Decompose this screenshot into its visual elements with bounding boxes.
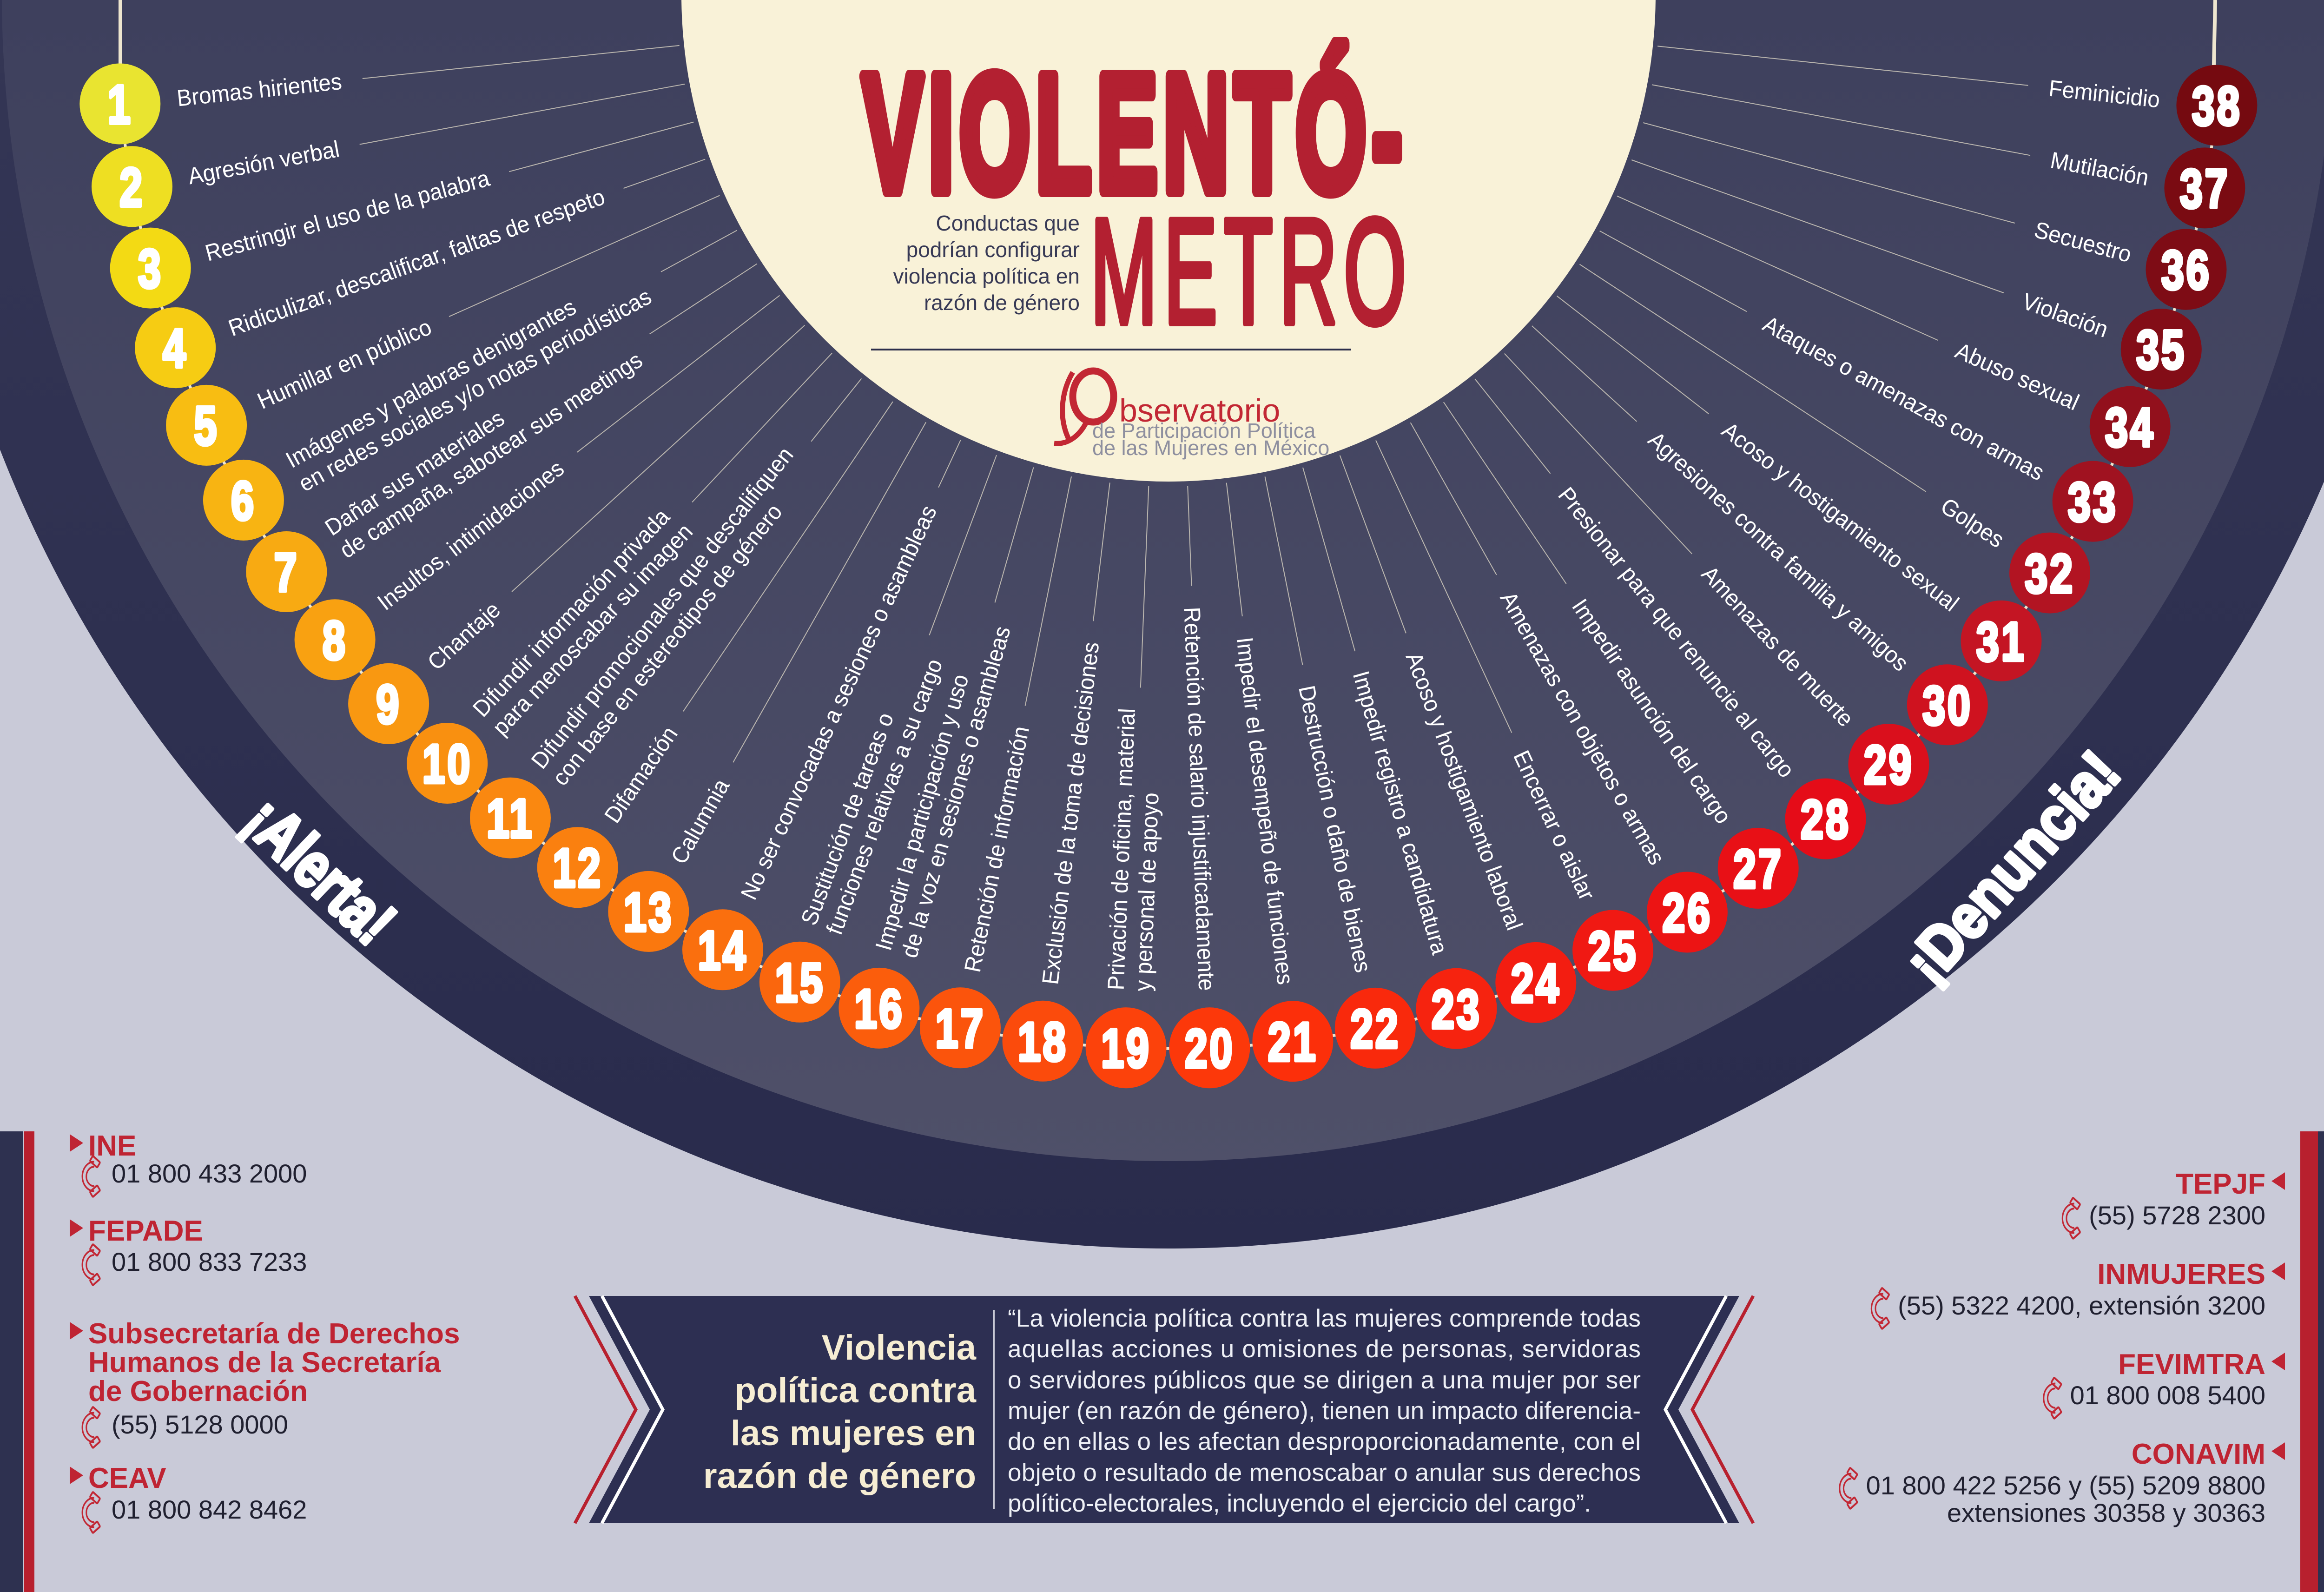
svg-text:o servidores públicos que se d: o servidores públicos que se dirigen a u… [1008,1367,1641,1394]
svg-text:27: 27 [1733,839,1783,900]
svg-text:10: 10 [422,734,472,795]
svg-text:razón de género: razón de género [924,291,1080,315]
svg-text:26: 26 [1662,883,1712,944]
svg-text:(55) 5322 4200, extensión 3200: (55) 5322 4200, extensión 3200 [1898,1291,2265,1320]
svg-text:de Gobernación: de Gobernación [88,1375,308,1407]
svg-text:CEAV: CEAV [88,1462,166,1494]
svg-text:do en ellas o les afectan desp: do en ellas o les afectan desproporciona… [1008,1428,1641,1455]
svg-text:1: 1 [107,74,132,135]
svg-text:FEVIMTRA: FEVIMTRA [2118,1348,2265,1381]
svg-text:Violencia: Violencia [822,1328,977,1367]
svg-text:(55) 5128 0000: (55) 5128 0000 [112,1410,288,1439]
svg-text:38: 38 [2192,76,2242,137]
svg-text:3: 3 [138,238,163,299]
svg-text:35: 35 [2136,320,2186,381]
svg-text:28: 28 [1801,789,1850,850]
svg-text:17: 17 [935,998,985,1059]
svg-text:21: 21 [1268,1012,1318,1073]
svg-text:6: 6 [231,471,256,532]
svg-text:Conductas que: Conductas que [936,211,1080,235]
svg-text:01 800 842 8462: 01 800 842 8462 [112,1495,307,1524]
svg-text:8: 8 [323,610,348,671]
svg-text:32: 32 [2025,543,2074,604]
svg-text:INMUJERES: INMUJERES [2097,1258,2265,1290]
svg-text:INE: INE [88,1130,136,1162]
svg-text:podrían configurar: podrían configurar [906,238,1080,262]
svg-text:01 800 422 5256 y (55) 5209 88: 01 800 422 5256 y (55) 5209 8800 [1866,1471,2265,1500]
svg-text:política contra: política contra [735,1371,977,1410]
svg-text:político-electorales, incluyen: político-electorales, incluyendo el ejer… [1008,1490,1591,1517]
svg-text:las mujeres en: las mujeres en [731,1414,976,1453]
svg-text:9: 9 [376,674,401,735]
svg-text:25: 25 [1588,921,1637,982]
svg-text:extensiones 30358 y 30363: extensiones 30358 y 30363 [1947,1498,2265,1527]
svg-text:16: 16 [854,979,904,1040]
svg-text:de las Mujeres en México: de las Mujeres en México [1092,436,1329,460]
svg-text:24: 24 [1511,953,1561,1014]
svg-text:36: 36 [2161,240,2211,301]
svg-text:TEPJF: TEPJF [2176,1168,2265,1200]
svg-text:31: 31 [1976,612,2026,673]
svg-text:23: 23 [1432,979,1481,1040]
svg-text:37: 37 [2180,159,2230,219]
svg-text:FEPADE: FEPADE [88,1215,203,1247]
svg-text:mujer (en razón de género), ti: mujer (en razón de género), tienen un im… [1008,1397,1641,1425]
svg-text:razón de género: razón de género [703,1456,976,1496]
svg-text:CONAVIM: CONAVIM [2132,1438,2265,1470]
svg-text:15: 15 [775,953,825,1014]
svg-text:METRO: METRO [1090,187,1413,355]
svg-text:33: 33 [2068,472,2118,533]
svg-text:14: 14 [698,920,747,981]
svg-text:7: 7 [274,542,299,603]
svg-text:12: 12 [553,838,602,899]
svg-text:01 800 008 5400: 01 800 008 5400 [2070,1381,2265,1410]
svg-text:4: 4 [163,318,188,379]
svg-text:(55) 5728 2300: (55) 5728 2300 [2089,1201,2265,1230]
svg-text:19: 19 [1101,1018,1151,1079]
svg-text:20: 20 [1185,1018,1235,1079]
svg-text:11: 11 [487,788,535,849]
svg-text:2: 2 [119,157,145,218]
svg-text:13: 13 [624,882,673,943]
svg-text:01 800 833 7233: 01 800 833 7233 [112,1247,307,1276]
svg-text:objeto o resultado de menoscab: objeto o resultado de menoscabar o anula… [1008,1459,1641,1486]
svg-text:30: 30 [1922,675,1972,736]
svg-text:01 800 433 2000: 01 800 433 2000 [112,1159,307,1188]
svg-text:aquellas acciones u omisiones: aquellas acciones u omisiones de persona… [1008,1335,1641,1363]
svg-text:bservatorio: bservatorio [1119,392,1280,429]
svg-text:22: 22 [1350,999,1400,1060]
svg-text:29: 29 [1864,735,1914,796]
svg-text:34: 34 [2105,397,2155,458]
svg-text:“La violencia política contra: “La violencia política contra las mujere… [1008,1305,1641,1332]
svg-text:VIOLENTÓ-: VIOLENTÓ- [862,41,1408,226]
svg-text:violencia política en: violencia política en [893,264,1080,288]
svg-text:18: 18 [1018,1012,1068,1073]
svg-text:5: 5 [194,396,219,457]
svg-text:Subsecretaría de Derechos: Subsecretaría de Derechos [88,1318,460,1350]
svg-text:Humanos de la Secretaría: Humanos de la Secretaría [88,1347,441,1379]
svg-text:de Participación Política: de Participación Política [1092,419,1316,443]
